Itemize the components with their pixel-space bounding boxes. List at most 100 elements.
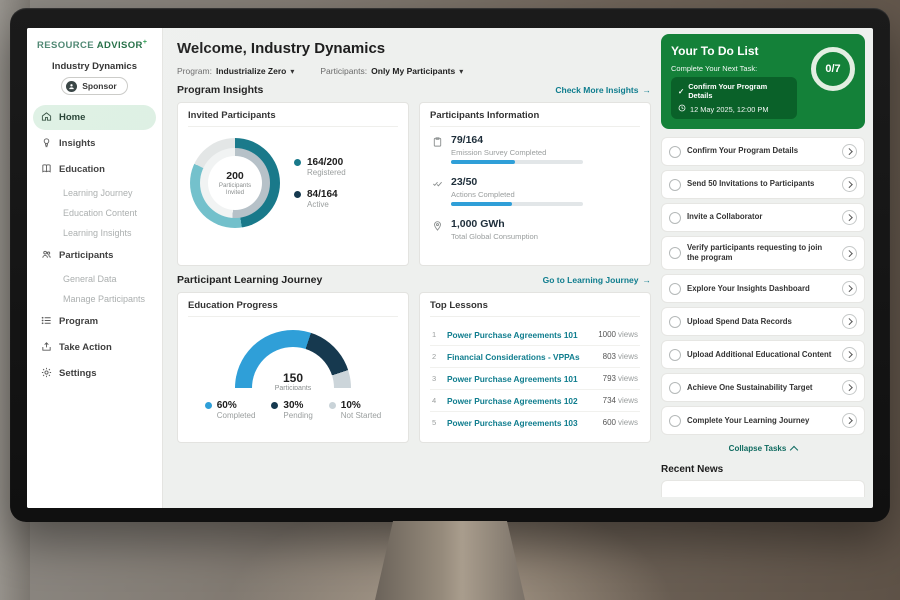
participants-value: Only My Participants: [371, 66, 456, 76]
donut-legend: 164/200 Registered 84/164 Active: [294, 157, 346, 209]
recent-news-card[interactable]: [661, 480, 865, 498]
sidebar-item-education-content[interactable]: Education Content: [63, 207, 138, 218]
chevron-right-icon[interactable]: [842, 281, 857, 297]
clipboard-icon: [432, 134, 443, 164]
task-row[interactable]: Send 50 Invitations to Participants: [661, 170, 865, 199]
invited-donut-chart: 200 Participants Invited: [190, 138, 280, 228]
task-checkbox[interactable]: [669, 282, 681, 295]
sidebar-item-general-data[interactable]: General Data: [63, 273, 117, 284]
task-row[interactable]: Invite a Collaborator: [661, 203, 865, 232]
arrow-right-icon: →: [642, 85, 652, 95]
logo-advisor: ADVISOR: [96, 40, 143, 52]
chevron-right-icon[interactable]: [842, 177, 857, 192]
sidebar-item-home[interactable]: Home: [33, 105, 156, 131]
task-checkbox[interactable]: [669, 315, 681, 328]
task-checkbox[interactable]: [669, 211, 681, 224]
emission-survey-stat: 79/164 Emission Survey Completed: [432, 134, 640, 164]
chevron-right-icon[interactable]: [842, 347, 857, 363]
invited-total-label: Participants Invited: [218, 181, 252, 196]
list-icon: [41, 315, 52, 329]
todo-summary-card: Your To Do List Complete Your Next Task:…: [661, 34, 865, 129]
lesson-row: 4 Power Purchase Agreements 102 734 views: [430, 390, 640, 412]
dashboard-screen: RESOURCE ADVISOR+ Industry Dynamics Spon…: [27, 28, 873, 508]
sidebar-item-label: Program: [59, 316, 99, 328]
card-title: Participants Information: [430, 110, 640, 127]
participants-label: Participants:: [320, 66, 368, 76]
task-checkbox[interactable]: [669, 414, 681, 427]
chevron-right-icon[interactable]: [842, 144, 857, 159]
logo-resource: RESOURCE: [37, 40, 95, 52]
next-task-pill[interactable]: ✓ Confirm Your Program Details 12 May 20…: [671, 77, 797, 119]
todo-title: Your To Do List: [671, 44, 759, 58]
task-row[interactable]: Achieve One Sustainability Target: [661, 373, 865, 403]
chevron-up-icon: [790, 445, 799, 454]
sidebar-item-learning-insights[interactable]: Learning Insights: [63, 227, 132, 238]
lesson-row: 5 Power Purchase Agreements 103 600 views: [432, 417, 638, 428]
sidebar-item-insights[interactable]: Insights: [33, 131, 156, 156]
gauge-legend: 60% Completed 30% Pending: [204, 400, 381, 420]
chevron-right-icon[interactable]: [842, 380, 857, 396]
task-row[interactable]: Explore Your Insights Dashboard: [661, 274, 865, 304]
task-checkbox[interactable]: [669, 178, 681, 191]
chevron-right-icon[interactable]: [842, 314, 857, 330]
sidebar-item-label: Insights: [59, 138, 96, 150]
global-consumption-stat: 1,000 GWh Total Global Consumption: [432, 218, 640, 244]
chevron-right-icon[interactable]: [842, 245, 857, 261]
task-row[interactable]: Verify participants requesting to join t…: [661, 236, 865, 271]
todo-subtitle: Complete Your Next Task:: [671, 64, 758, 73]
teal-dot-icon: [294, 159, 301, 166]
sidebar-item-settings[interactable]: Settings: [33, 361, 156, 386]
lesson-link[interactable]: Power Purchase Agreements 101: [447, 329, 578, 340]
program-label: Program:: [177, 66, 212, 76]
task-row[interactable]: Upload Spend Data Records: [661, 307, 865, 337]
section-title: Program Insights: [177, 84, 264, 96]
actions-completed-stat: 23/50 Actions Completed: [432, 176, 640, 206]
checklist-icon: [432, 176, 443, 206]
legend-active: 84/164 Active: [294, 189, 346, 209]
sidebar-item-learning-journey[interactable]: Learning Journey: [63, 187, 133, 198]
sidebar-item-education[interactable]: Education: [33, 157, 156, 182]
lesson-link[interactable]: Power Purchase Agreements 103: [447, 417, 578, 428]
lesson-link[interactable]: Power Purchase Agreements 101: [447, 373, 578, 384]
program-insights-cards: Invited Participants 200 Participants In…: [177, 102, 651, 266]
sidebar-item-program[interactable]: Program: [33, 309, 156, 334]
program-dropdown[interactable]: Program: Industrialize Zero ▾: [177, 66, 294, 76]
learning-journey-cards: Education Progress 150 Participants: [177, 292, 651, 443]
filter-bar: Program: Industrialize Zero ▾ Participan…: [177, 66, 651, 76]
sidebar-item-take-action[interactable]: Take Action: [33, 335, 156, 360]
clock-icon: [678, 104, 686, 114]
lesson-link[interactable]: Financial Considerations - VPPAs: [447, 351, 580, 362]
chevron-right-icon[interactable]: [842, 210, 857, 225]
lesson-row: 2 Financial Considerations - VPPAs 803 vi…: [430, 346, 640, 368]
sponsor-badge[interactable]: Sponsor: [61, 77, 128, 96]
sidebar-item-label: Settings: [59, 368, 97, 380]
sidebar-item-participants[interactable]: Participants: [33, 243, 156, 268]
progress-bar: [451, 202, 583, 206]
collapse-tasks-link[interactable]: Collapse Tasks: [661, 439, 865, 457]
lesson-link[interactable]: Power Purchase Agreements 102: [447, 395, 578, 406]
person-icon: [66, 80, 78, 92]
sidebar-item-manage-participants[interactable]: Manage Participants: [63, 293, 146, 304]
participants-dropdown[interactable]: Participants: Only My Participants ▾: [320, 66, 463, 76]
chevron-right-icon[interactable]: [842, 413, 857, 429]
education-progress-gauge: 150 Participants: [235, 330, 351, 390]
top-lessons-card: Top Lessons 1 Power Purchase Agreements …: [419, 292, 651, 443]
task-checkbox[interactable]: [669, 381, 681, 394]
go-to-learning-journey-link[interactable]: Go to Learning Journey →: [542, 275, 651, 285]
monitor-stand: [375, 521, 525, 600]
task-row[interactable]: Complete Your Learning Journey: [661, 406, 865, 436]
task-row[interactable]: Confirm Your Program Details: [661, 137, 865, 166]
progress-bar: [451, 160, 583, 164]
invited-total: 200: [226, 169, 244, 182]
task-checkbox[interactable]: [669, 247, 681, 260]
main-content: Welcome, Industry Dynamics Program: Indu…: [163, 28, 659, 508]
task-row[interactable]: Upload Additional Educational Content: [661, 340, 865, 370]
sidebar-item-label: Take Action: [59, 342, 112, 354]
chevron-down-icon: ▾: [459, 66, 464, 76]
sidebar: RESOURCE ADVISOR+ Industry Dynamics Spon…: [27, 28, 163, 508]
check-more-insights-link[interactable]: Check More Insights →: [555, 85, 651, 95]
task-checkbox[interactable]: [669, 145, 681, 158]
task-checkbox[interactable]: [669, 348, 681, 361]
task-list: Confirm Your Program Details Send 50 Inv…: [661, 137, 865, 436]
blue-dot-icon: [204, 402, 212, 409]
